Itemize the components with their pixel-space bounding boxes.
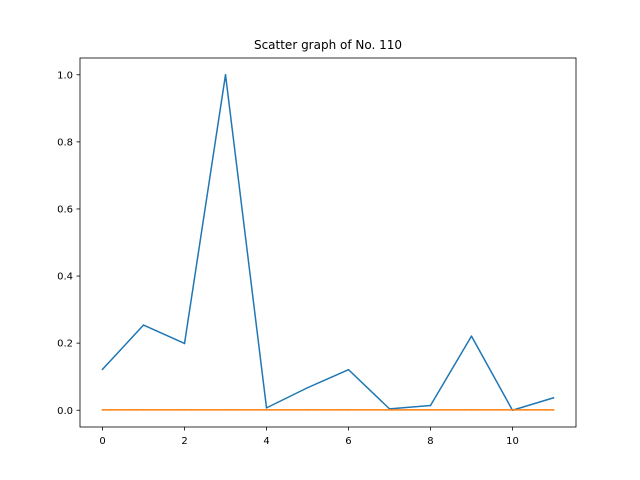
series-2-point: [552, 409, 555, 411]
series-1-point: [552, 397, 555, 399]
series-1-point: [101, 368, 104, 371]
series-1-point: [142, 324, 145, 326]
y-tick-label: 1.0: [57, 70, 73, 81]
series-2-point: [470, 409, 473, 411]
plot-frame: [79, 57, 577, 428]
series-2-point: [511, 409, 514, 411]
x-axis: 0 2 4 6 8 10: [99, 427, 519, 447]
series-1-point: [306, 387, 309, 389]
y-tick-label: 0.0: [57, 406, 73, 417]
series-group: [101, 74, 555, 411]
series-2-point: [183, 409, 186, 411]
y-tick-label: 0.4: [57, 272, 73, 283]
series-2-point: [306, 409, 309, 411]
series-1-point: [429, 404, 432, 407]
series-1-point: [347, 368, 350, 371]
y-tick-label: 0.6: [57, 205, 73, 216]
y-tick-label: 0.8: [57, 137, 73, 148]
series-1-point: [265, 407, 268, 409]
series-2-point: [347, 409, 350, 411]
x-tick-label: 2: [181, 436, 187, 447]
series-line-1: [101, 74, 555, 411]
x-tick-label: 8: [427, 436, 433, 447]
x-tick-label: 10: [506, 436, 519, 447]
x-tick-label: 0: [99, 436, 105, 447]
series-2-point: [429, 409, 432, 411]
series-1-point: [183, 342, 186, 345]
y-tick-label: 0.2: [57, 339, 73, 350]
series-2-point: [142, 409, 145, 411]
series-2-point: [388, 409, 391, 411]
x-tick-label: 6: [345, 436, 351, 447]
series-2-point: [224, 409, 227, 411]
chart-title: Scatter graph of No. 110: [254, 38, 402, 52]
series-1-point: [224, 74, 227, 76]
series-2-point: [101, 409, 104, 411]
y-axis: 0.0 0.2 0.4 0.6 0.8 1.0: [57, 70, 80, 417]
series-1-point: [470, 335, 473, 337]
series-2-point: [265, 409, 268, 411]
x-tick-label: 4: [263, 436, 269, 447]
